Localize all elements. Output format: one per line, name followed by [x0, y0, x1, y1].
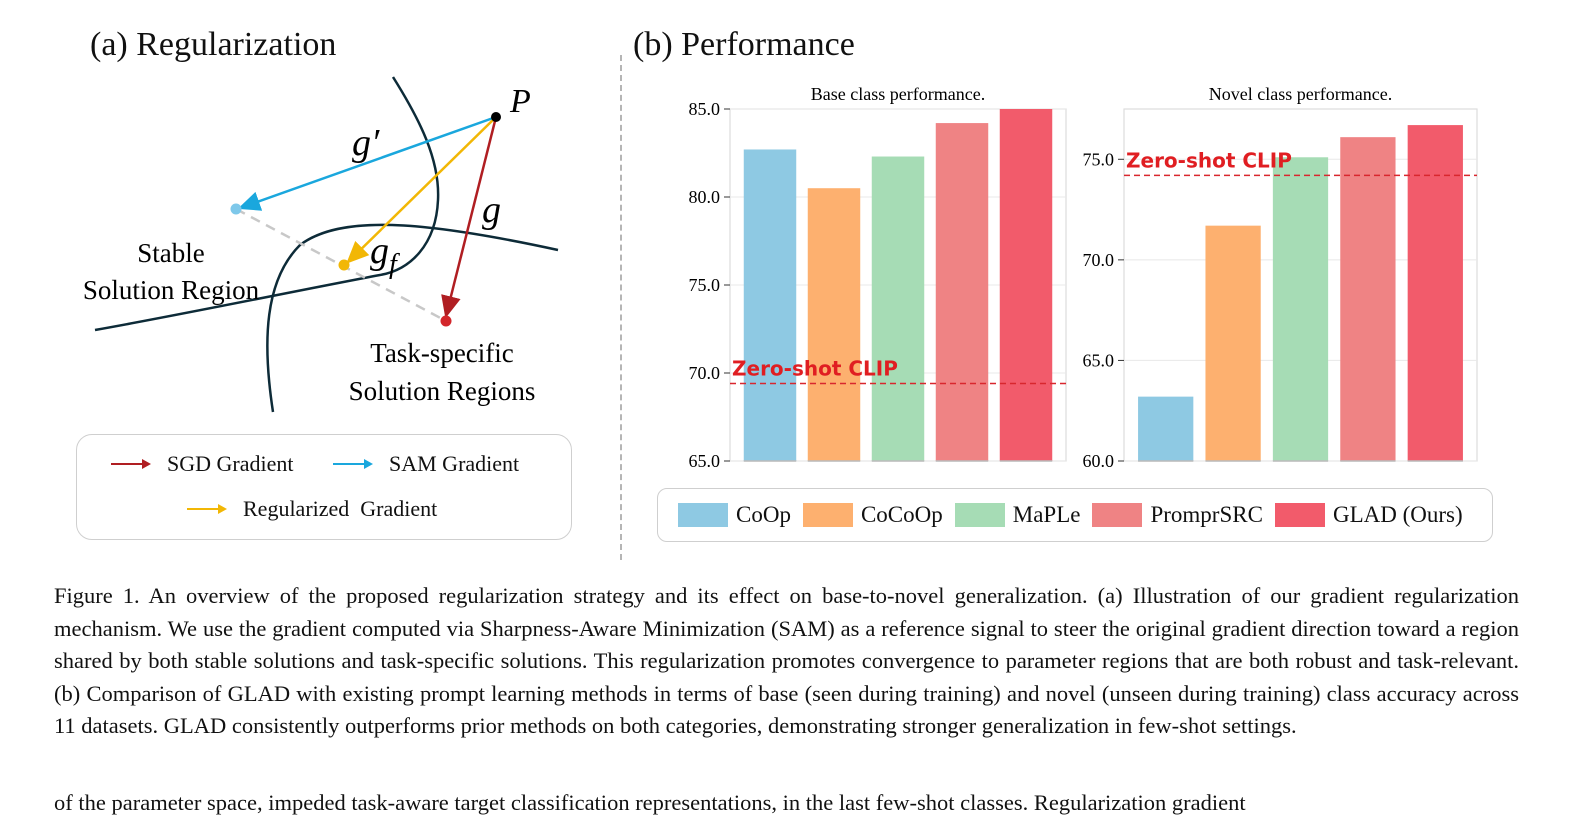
legend-regularized: Regularized Gradient: [187, 496, 437, 522]
sgd-gradient-arrow: [441, 116, 498, 319]
task-label-line2: Solution Regions: [349, 376, 536, 406]
sam-arrow-icon: [333, 459, 373, 469]
y-tick-label: 85.0: [689, 99, 721, 119]
y-tick-label: 70.0: [689, 363, 721, 383]
sgd-endpoint: [440, 315, 452, 327]
point-p: [491, 112, 501, 122]
zero-shot-clip-label: Zero-shot CLIP: [732, 357, 898, 381]
legend-sam-label: SAM Gradient: [389, 451, 520, 476]
bar-promprsrc: [935, 123, 989, 461]
y-tick-label: 80.0: [689, 187, 721, 207]
method-legend: CoOp CoCoOp MaPLe PromprSRC GLAD (Ours): [657, 488, 1493, 542]
stable-label-line2: Solution Region: [83, 275, 260, 305]
bar-glad-ours: [1407, 125, 1463, 461]
legend-item-coop: CoOp: [678, 502, 791, 528]
regularization-diagram: P g′ g gf Stable Solution Region Task-sp…: [83, 76, 559, 413]
legend-sam: SAM Gradient: [333, 451, 519, 477]
regularized-arrow-icon: [187, 504, 227, 514]
next-paragraph-line: of the parameter space, impeded task-awa…: [54, 790, 1246, 815]
legend-label: GLAD (Ours): [1332, 502, 1463, 527]
bar-glad-ours: [999, 109, 1053, 461]
gradient-legend: SGD Gradient SAM Gradient Regularized Gr…: [76, 434, 572, 540]
point-p-label: P: [509, 83, 531, 120]
sam-endpoint: [230, 203, 242, 215]
legend-label: CoCoOp: [860, 502, 943, 527]
chart-title: Novel class performance.: [1209, 84, 1392, 104]
bar-coop: [743, 149, 797, 461]
legend-label: PromprSRC: [1150, 502, 1263, 527]
g-f-main: g: [370, 230, 389, 272]
task-region-curve: [266, 223, 559, 413]
chart-title: Base class performance.: [811, 84, 985, 104]
legend-label: MaPLe: [1012, 502, 1081, 527]
legend-item-glad-ours: GLAD (Ours): [1274, 502, 1463, 528]
g-label: g: [482, 189, 501, 231]
y-tick-label: 65.0: [689, 451, 721, 471]
regularized-gradient-arrow: [346, 116, 497, 264]
zero-shot-clip-label: Zero-shot CLIP: [1126, 148, 1292, 172]
legend-item-cocoop: CoCoOp: [802, 502, 943, 528]
task-label-line1: Task-specific: [370, 338, 514, 368]
legend-regularized-label: Regularized Gradient: [243, 496, 438, 521]
sgd-arrow-icon: [111, 459, 151, 469]
stable-label-line1: Stable: [137, 238, 205, 268]
bar-promprsrc: [1340, 137, 1396, 461]
y-tick-label: 60.0: [1083, 451, 1115, 471]
panel-b-title: (b) Performance: [633, 26, 855, 63]
legend-swatch: [954, 503, 1005, 527]
bar-maple: [1272, 157, 1329, 461]
legend-item-maple: MaPLe: [954, 502, 1081, 528]
bar-cocoop: [807, 188, 861, 461]
bar-coop: [1138, 396, 1194, 461]
g-f-sub: f: [389, 249, 400, 280]
panel-divider: [620, 55, 622, 560]
regularized-endpoint: [338, 259, 350, 271]
legend-swatch: [1274, 503, 1325, 527]
g-prime-label: g′: [352, 122, 380, 164]
sam-gradient-arrow: [237, 115, 497, 211]
y-tick-label: 65.0: [1083, 350, 1115, 370]
legend-swatch: [1092, 503, 1143, 527]
legend-swatch: [802, 503, 853, 527]
legend-item-promprsrc: PromprSRC: [1092, 502, 1263, 528]
y-tick-label: 75.0: [689, 275, 721, 295]
bar-cocoop: [1205, 225, 1261, 461]
y-tick-label: 70.0: [1083, 250, 1115, 270]
y-tick-label: 75.0: [1083, 149, 1115, 169]
legend-label: CoOp: [736, 502, 791, 527]
legend-sgd-label: SGD Gradient: [167, 451, 294, 476]
bar-maple: [871, 156, 925, 461]
performance-charts: Base class performance. 65.0 70.0 75.0 80.0 8…: [689, 84, 1478, 471]
stable-region-curve: [94, 76, 440, 332]
figure-caption: Figure 1. An overview of the proposed re…: [54, 583, 1519, 738]
legend-swatch: [678, 503, 728, 527]
panel-a-title: (a) Regularization: [90, 26, 337, 63]
legend-sgd: SGD Gradient: [111, 451, 293, 477]
g-f-label: gf: [370, 230, 400, 280]
